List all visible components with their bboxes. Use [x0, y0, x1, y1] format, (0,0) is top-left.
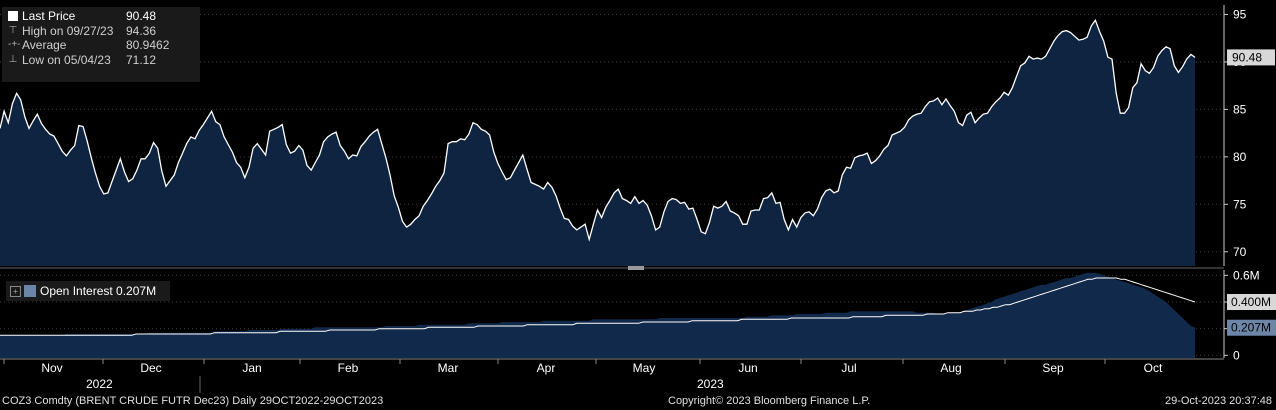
open-interest-swatch-icon [24, 285, 36, 297]
oi-average-badge: 0.400M [1227, 294, 1276, 310]
legend-high: ⊤ High on 09/27/23 94.36 [8, 24, 200, 39]
x-month-label: Apr [537, 361, 556, 375]
panel-resize-handle[interactable] [628, 266, 644, 270]
year-label-2023: 2023 [697, 377, 724, 391]
price-area [0, 20, 1195, 267]
legend-average: -+- Average 80.9462 [8, 38, 200, 53]
last-price-badge: 90.48 [1227, 49, 1275, 66]
legend-last-price: Last Price 90.48 [8, 9, 200, 24]
x-month-label: May [633, 361, 656, 375]
oi-average-badge-box [1227, 294, 1276, 310]
price-y-tick-label: 95 [1233, 7, 1247, 21]
legend-high-value: 94.36 [126, 23, 157, 38]
oi-average-badge-text: 0.400M [1231, 295, 1271, 309]
legend-low: ⊥ Low on 05/04/23 71.12 [8, 53, 200, 68]
last-price-swatch-icon [8, 11, 18, 22]
footer: COZ3 Comdty (BRENT CRUDE FUTR Dec23) Dai… [0, 393, 1276, 410]
legend-average-value: 80.9462 [126, 38, 170, 52]
oi-last-badge-box [1227, 319, 1276, 336]
price-line [0, 18, 1196, 242]
oi-last-badge-text: 0.207M [1231, 321, 1271, 335]
x-axis-months: Nov Dec Jan Feb Mar Apr May Jun Jul Aug Sep Oct [3, 359, 1163, 375]
last-price-badge-text: 90.48 [1232, 50, 1262, 64]
x-month-label: Sep [1042, 361, 1064, 375]
footer-copyright: Copyright© 2023 Bloomberg Finance L.P. [668, 395, 871, 407]
x-month-label: Jan [242, 361, 261, 375]
high-marker-icon: ⊤ [8, 24, 18, 36]
x-month-label: Oct [1144, 361, 1163, 375]
year-label-2022: 2022 [86, 377, 113, 391]
last-price-badge-box [1227, 49, 1275, 66]
open-interest-area [0, 272, 1195, 358]
price-y-tick-label: 85 [1233, 102, 1247, 116]
legend-low-label: Low on 05/04/23 [22, 52, 111, 67]
x-month-label: Jun [738, 361, 757, 375]
x-month-label: Mar [438, 361, 459, 375]
price-y-tick-label: 70 [1233, 245, 1247, 259]
x-month-label: Feb [338, 361, 359, 375]
legend-average-label: Average [22, 38, 67, 52]
average-marker-icon: -+- [8, 39, 21, 50]
x-month-label: Jul [841, 361, 856, 375]
open-interest-average-line [0, 277, 1196, 336]
footer-timestamp: 29-Oct-2023 20:37:48 [1164, 395, 1272, 407]
price-y-tick-label: 80 [1233, 150, 1247, 164]
footer-ticker: COZ3 Comdty (BRENT CRUDE FUTR Dec23) Dai… [2, 395, 384, 407]
x-month-label: Dec [140, 361, 161, 375]
open-interest-legend: + Open Interest 0.207M [6, 281, 170, 301]
price-y-tick-label: 75 [1233, 197, 1247, 211]
x-month-label: Aug [940, 361, 961, 375]
price-y-ticks: 707580859095 [1224, 7, 1247, 259]
legend-low-value: 71.12 [126, 52, 157, 67]
low-marker-icon: ⊥ [8, 53, 18, 65]
legend-last-price-value: 90.48 [126, 9, 157, 23]
legend-high-label: High on 09/27/23 [22, 23, 114, 38]
x-month-label: Nov [41, 361, 62, 375]
expand-icon[interactable]: + [10, 285, 21, 297]
oi-y-ticks: 0 0.6M [1224, 268, 1260, 362]
legend-last-price-label: Last Price [22, 9, 76, 23]
oi-last-badge: 0.207M [1227, 319, 1276, 336]
oi-y-tick-label: 0 [1233, 348, 1240, 362]
price-legend: Last Price 90.48 ⊤ High on 09/27/23 94.36… [2, 7, 200, 82]
oi-y-tick-label: 0.6M [1233, 268, 1260, 282]
open-interest-legend-label: Open Interest 0.207M [40, 284, 157, 298]
